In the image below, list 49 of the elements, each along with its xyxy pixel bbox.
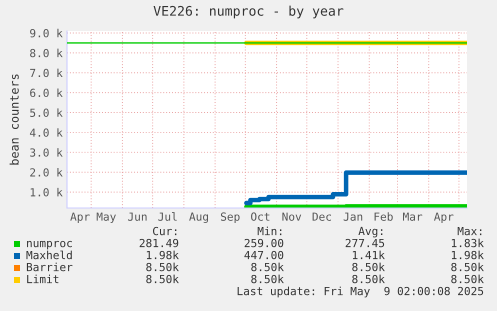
x-tick-label: Feb [374, 212, 393, 221]
y-tick-label: 3.0 k [30, 148, 63, 157]
text: 8.50k [352, 274, 385, 284]
text: 8.50k [146, 262, 179, 272]
text: 1.41k [352, 250, 385, 260]
text: 277.45 [346, 238, 384, 248]
x-tick-label: Jul [158, 212, 177, 221]
x-tick-label: Jun [128, 212, 147, 221]
text: 8.50k [251, 262, 284, 272]
text: 1.98k [146, 250, 179, 260]
legend-label: numproc [27, 240, 72, 250]
x-tick-label: Dec [312, 212, 332, 221]
text: 8.50k [146, 274, 179, 284]
y-tick-label: 9.0 k [30, 28, 63, 38]
legend-label: Maxheld [26, 250, 72, 260]
x-tick-label: Oct [251, 212, 270, 221]
text: 1.98k [452, 250, 484, 260]
x-tick-label: Apr [434, 212, 454, 223]
legend-label: Barrier [26, 262, 72, 272]
text: Max: [458, 226, 482, 236]
x-tick-label: Jan [344, 212, 362, 221]
x-tick-label: Sep [220, 212, 240, 223]
x-tick-label: Apr [70, 212, 90, 223]
legend-label: Limit [27, 274, 58, 284]
text: 8.50k [251, 274, 284, 284]
y-tick-label: 6.0 k [30, 88, 63, 98]
chart-title: VE226: numproc - by year [154, 6, 344, 18]
x-tick-label: Aug [189, 212, 208, 223]
text: 8.50k [352, 262, 385, 272]
y-axis-title: bean counters [10, 74, 19, 165]
y-tick-label: 2.0 k [30, 168, 63, 177]
y-tick-label: 1.0 k [30, 188, 63, 196]
text: 8.50k [451, 274, 484, 284]
text: 447.00 [244, 250, 284, 260]
text: Min: [258, 226, 282, 236]
text: Cur: [152, 226, 176, 236]
text: 1.83k [452, 238, 484, 248]
text: 8.50k [451, 262, 484, 272]
text: Avg: [358, 226, 382, 238]
y-tick-label: 7.0 k [30, 68, 63, 78]
text: 281.49 [140, 238, 178, 248]
text: Last update: Fri May 9 02:00:08 2025 [238, 286, 484, 298]
y-tick-label: 5.0 k [30, 108, 63, 117]
x-tick-label: May [96, 212, 116, 223]
x-tick-label: Mar [403, 212, 422, 221]
text: 259.00 [244, 238, 284, 248]
y-tick-label: 8.0 k [30, 48, 63, 58]
y-tick-label: 4.0 k [30, 128, 63, 137]
x-tick-label: Nov [282, 212, 302, 221]
